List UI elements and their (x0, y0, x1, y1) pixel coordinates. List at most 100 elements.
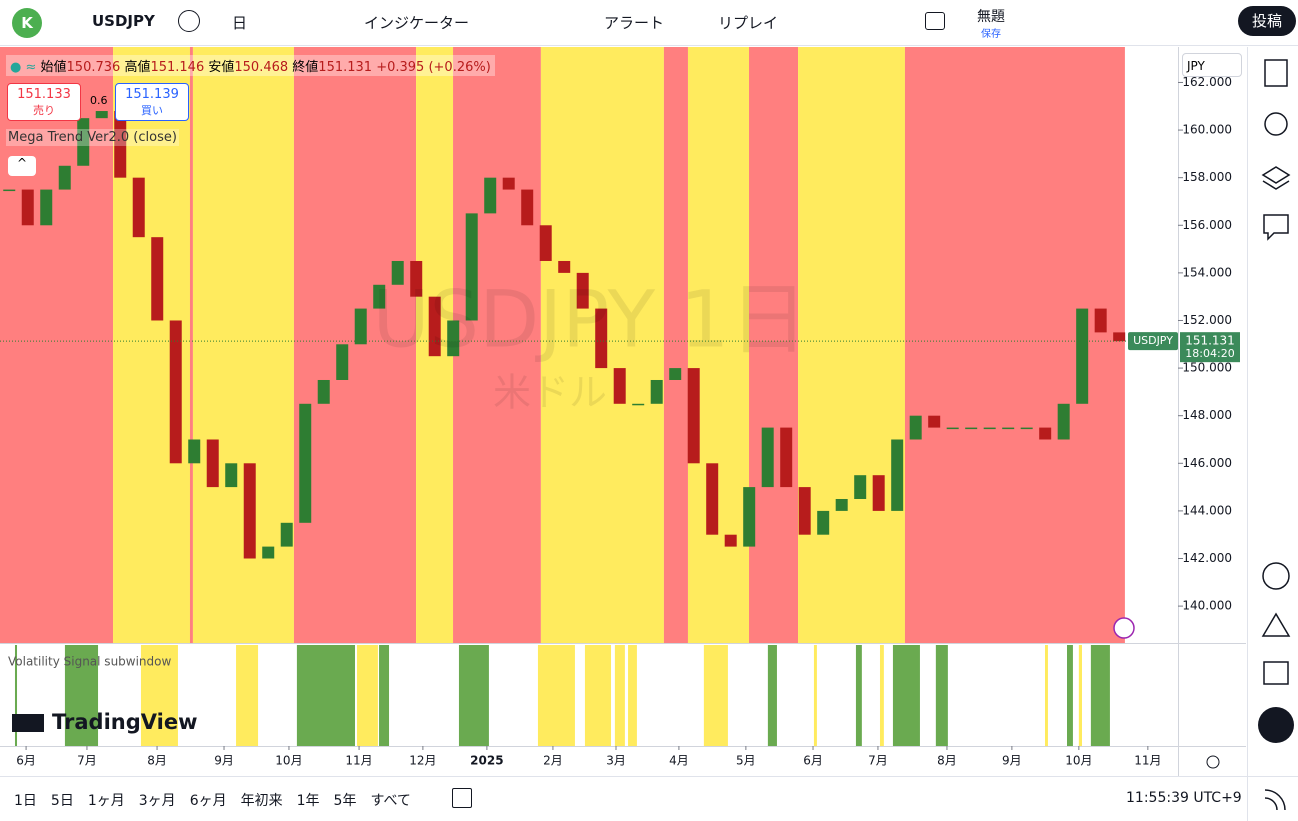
signal-bar (879, 645, 884, 746)
settings-icon[interactable] (1206, 755, 1220, 769)
signal-bar (64, 645, 99, 746)
candle (706, 463, 719, 535)
candle (872, 475, 885, 511)
signal-bar (458, 645, 489, 746)
buy-price: 151.139 (125, 87, 179, 102)
range-button[interactable]: 1日 (14, 793, 37, 809)
y-tick-label: 156.000 (1182, 218, 1232, 232)
layout-icon[interactable] (925, 12, 945, 30)
signal-bar (935, 645, 948, 746)
y-tick-label: 160.000 (1182, 123, 1232, 137)
target-icon[interactable] (1262, 562, 1290, 590)
symbol-tag-label: USDJPY (1133, 334, 1173, 347)
trend-band (293, 47, 417, 643)
x-tick-label: 7月 (868, 754, 888, 768)
sell-button[interactable]: 151.133 売り (7, 83, 81, 121)
indicator-title: Mega Trend Ver2.0 (close) (6, 129, 179, 146)
x-tick-label: 10月 (1065, 754, 1092, 768)
publish[interactable]: 投稿 (1238, 6, 1296, 36)
range-button[interactable]: 5日 (50, 793, 74, 809)
close-label: 終値 (292, 60, 319, 75)
range-button[interactable]: 1年 (296, 793, 320, 809)
avatar[interactable]: K (12, 8, 42, 38)
range-button[interactable]: 3ヶ月 (138, 793, 176, 809)
signal-bar (14, 645, 18, 746)
layers-icon[interactable] (1261, 166, 1291, 190)
candle (1002, 427, 1015, 430)
candle (373, 284, 386, 309)
price-tag (1180, 332, 1240, 363)
y-tick-label: 162.000 (1182, 75, 1232, 89)
add-symbol[interactable] (178, 10, 200, 32)
high-label: 高値 (124, 60, 151, 75)
candle (225, 463, 238, 488)
candle (761, 427, 774, 488)
goto-date[interactable] (452, 788, 472, 808)
calendar-icon[interactable] (1263, 661, 1289, 685)
interval[interactable]: 日 (232, 14, 248, 32)
apps-icon[interactable] (1258, 707, 1294, 743)
candle (539, 225, 552, 261)
candle (1113, 332, 1126, 342)
buy-label: 買い (141, 104, 163, 117)
ideas-icon[interactable] (1261, 612, 1291, 637)
candle (280, 522, 293, 547)
y-tick-label: 142.000 (1182, 551, 1232, 565)
signal-bar (1090, 645, 1110, 746)
status-dot: ● ≈ (10, 60, 37, 75)
candle (965, 427, 978, 430)
watchlist-icon[interactable] (1264, 59, 1288, 87)
range-button[interactable]: 5年 (333, 793, 357, 809)
candle (1076, 308, 1089, 404)
candle (262, 546, 275, 559)
open-label: 始値 (40, 60, 67, 75)
candle (1020, 427, 1033, 430)
alert-icon[interactable] (1113, 617, 1135, 639)
x-tick-label: 11月 (1134, 754, 1161, 768)
alert[interactable]: アラート (604, 14, 665, 32)
y-tick-label: 148.000 (1182, 408, 1232, 422)
y-tick-label: 146.000 (1182, 456, 1232, 470)
indicators[interactable]: インジケーター (364, 14, 470, 32)
range-button[interactable]: 6ヶ月 (189, 793, 227, 809)
collapse-button[interactable]: ^ (8, 156, 36, 176)
candle (114, 111, 127, 178)
save[interactable]: 保存 (981, 29, 1001, 40)
x-tick-label: 8月 (147, 754, 167, 768)
symbol[interactable]: USDJPY (92, 12, 155, 30)
candle (576, 272, 589, 309)
currency-select[interactable]: JPY (1182, 53, 1242, 77)
range-button[interactable]: 年初来 (240, 793, 283, 809)
alerts-icon[interactable] (1264, 112, 1288, 136)
candle (521, 189, 534, 226)
y-tick-label: 140.000 (1182, 599, 1232, 613)
subwindow-title: Volatility Signal subwindow (8, 655, 171, 669)
layout-name[interactable]: 無題 (977, 9, 1005, 25)
right-toolbar (1261, 59, 1291, 811)
signal-bar (614, 645, 625, 746)
x-tick-label: 12月 (409, 754, 436, 768)
chat-icon[interactable] (1263, 214, 1289, 241)
candle (354, 308, 367, 345)
broadcast-icon[interactable] (1264, 789, 1286, 811)
candle (983, 427, 996, 430)
range-button[interactable]: すべて (370, 793, 411, 809)
signal-bar (767, 645, 777, 746)
replay[interactable]: リプレイ (718, 14, 779, 32)
candle (169, 320, 182, 464)
logo: TradingView (52, 710, 197, 734)
candle (835, 498, 848, 511)
x-tick-label: 7月 (77, 754, 97, 768)
change-pct: (+0.26%) (428, 60, 491, 75)
buy-button[interactable]: 151.139 買い (115, 83, 189, 121)
signal-bar (628, 645, 637, 746)
candle (613, 368, 626, 404)
candle (502, 177, 515, 190)
candle (669, 368, 682, 380)
watermark: USDJPY 1日 (372, 275, 807, 365)
trend-band (687, 47, 750, 643)
range-button[interactable]: 1ヶ月 (87, 793, 125, 809)
candle (3, 189, 16, 192)
signal-bar (357, 645, 378, 746)
